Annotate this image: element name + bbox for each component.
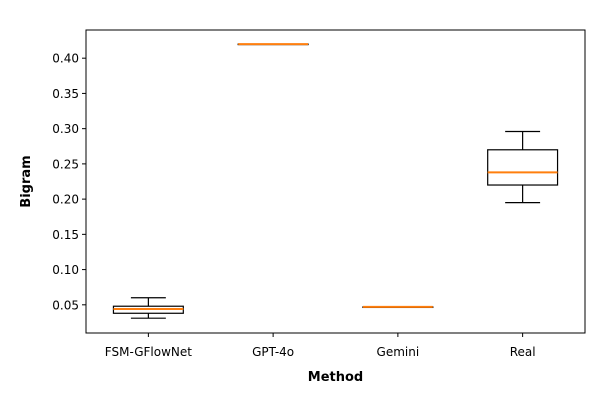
box-real — [487, 130, 559, 204]
y-axis-title: Bigram — [19, 155, 34, 207]
y-tick-label: 0.20 — [52, 193, 79, 207]
x-tick-label: Gemini — [377, 345, 420, 359]
x-axis-ticks: FSM-GFlowNet GPT-4o Gemini Real — [105, 333, 536, 359]
y-tick-label: 0.35 — [52, 87, 79, 101]
y-tick-label: 0.40 — [52, 52, 79, 66]
y-axis-ticks: 0.05 0.10 0.15 0.20 0.25 0.30 0.35 0.40 — [52, 52, 86, 312]
y-tick-label: 0.25 — [52, 157, 79, 171]
y-tick-label: 0.05 — [52, 298, 79, 312]
y-tick-label: 0.15 — [52, 228, 79, 242]
box-fsm-gflownet — [112, 297, 184, 319]
box-gpt-4o — [237, 43, 309, 46]
iqr-box — [487, 149, 559, 186]
y-tick-label: 0.10 — [52, 263, 79, 277]
plot-area — [85, 29, 586, 334]
x-tick-label: GPT-4o — [252, 345, 294, 359]
x-tick-label: FSM-GFlowNet — [105, 345, 192, 359]
x-tick-label: Real — [510, 345, 536, 359]
box-series — [112, 43, 559, 319]
box-gemini — [362, 305, 434, 309]
y-tick-label: 0.30 — [52, 122, 79, 136]
x-axis-title: Method — [308, 370, 363, 385]
